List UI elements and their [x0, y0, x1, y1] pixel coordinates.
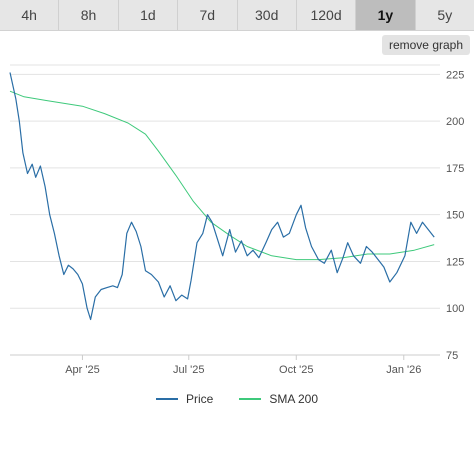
tab-4h[interactable]: 4h	[0, 0, 60, 30]
y-tick-label: 200	[446, 116, 464, 128]
timeframe-tabs: 4h 8h 1d 7d 30d 120d 1y 5y	[0, 0, 474, 31]
tab-1d[interactable]: 1d	[119, 0, 179, 30]
chart-series	[9, 72, 435, 321]
price-line	[9, 72, 435, 321]
y-axis-labels: 75 100 125 150 175 200 225	[446, 69, 464, 362]
y-tick-label: 225	[446, 69, 464, 81]
x-tick-label: Jul '25	[173, 364, 204, 376]
legend-item-price[interactable]: Price	[155, 392, 214, 406]
tab-7d[interactable]: 7d	[178, 0, 238, 30]
tab-120d[interactable]: 120d	[297, 0, 357, 30]
tab-8h[interactable]: 8h	[59, 0, 119, 30]
chart-grid	[10, 64, 440, 356]
price-chart: 75 100 125 150 175 200 225 Apr '25 Jul '25 Oct '…	[9, 64, 464, 376]
x-tick-label: Apr '25	[65, 364, 100, 376]
x-axis-labels: Apr '25 Jul '25 Oct '25 Jan '26	[65, 364, 421, 376]
y-tick-label: 75	[446, 350, 458, 362]
sma-200-line	[9, 90, 435, 261]
chart-axes	[10, 354, 440, 360]
y-tick-label: 100	[446, 303, 464, 315]
y-tick-label: 175	[446, 163, 464, 175]
tab-1y[interactable]: 1y	[356, 0, 416, 30]
y-tick-label: 125	[446, 256, 464, 268]
legend-label: Price	[185, 392, 214, 406]
x-tick-label: Jan '26	[386, 364, 421, 376]
legend-swatch	[239, 398, 262, 400]
legend-label: SMA 200	[269, 392, 319, 406]
x-tick-label: Oct '25	[279, 364, 314, 376]
remove-graph-button[interactable]: remove graph	[382, 35, 470, 55]
y-tick-label: 150	[446, 210, 464, 222]
legend-swatch	[155, 398, 178, 400]
legend-item-sma-200[interactable]: SMA 200	[239, 392, 318, 406]
tab-5y[interactable]: 5y	[437, 7, 453, 23]
tab-30d[interactable]: 30d	[238, 0, 297, 30]
chart-legend: Price SMA 200	[0, 392, 474, 406]
